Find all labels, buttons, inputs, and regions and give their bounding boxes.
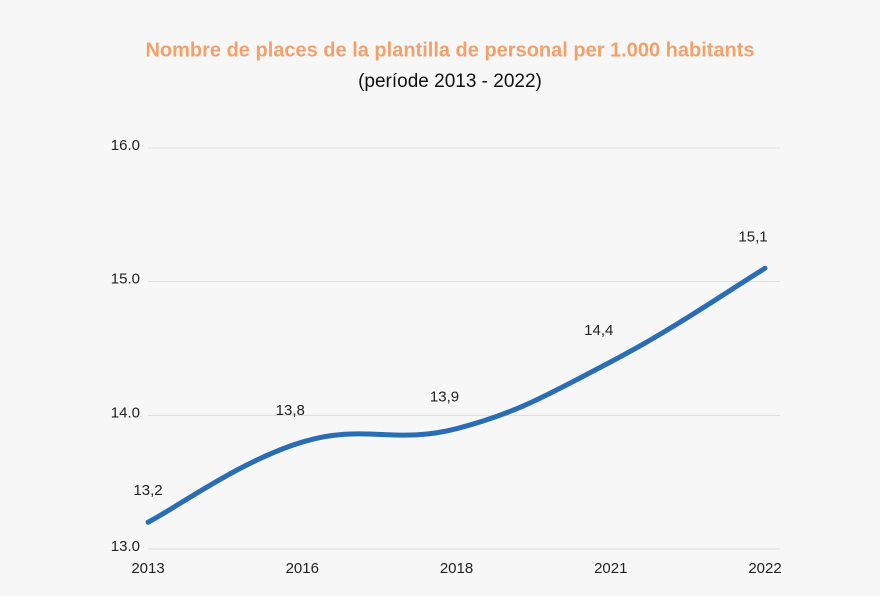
chart-title: Nombre de places de la plantilla de pers… bbox=[145, 39, 754, 61]
data-label: 14,4 bbox=[584, 322, 613, 339]
data-label: 13,8 bbox=[276, 402, 305, 419]
data-label: 13,2 bbox=[133, 482, 162, 499]
data-label: 13,9 bbox=[430, 389, 459, 406]
x-tick-label: 2016 bbox=[286, 560, 319, 577]
data-label: 15,1 bbox=[738, 228, 767, 245]
y-tick-label: 15.0 bbox=[111, 271, 140, 288]
y-tick-label: 13.0 bbox=[111, 538, 140, 555]
chart-subtitle: (període 2013 - 2022) bbox=[358, 71, 542, 92]
y-tick-label: 16.0 bbox=[111, 137, 140, 154]
x-tick-label: 2018 bbox=[440, 560, 473, 577]
line bbox=[145, 265, 768, 525]
y-tick-label: 14.0 bbox=[111, 404, 140, 421]
x-tick-label: 2022 bbox=[748, 560, 781, 577]
x-tick-label: 2013 bbox=[131, 560, 164, 577]
x-tick-label: 2021 bbox=[594, 560, 627, 577]
